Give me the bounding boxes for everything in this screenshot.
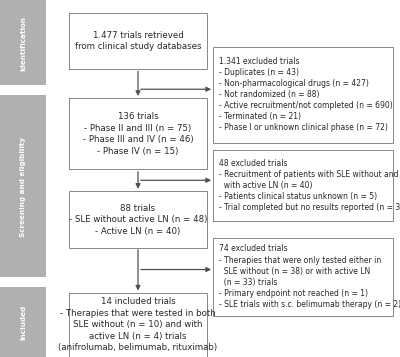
Bar	[0, 287, 46, 357]
FancyBboxPatch shape	[69, 99, 207, 170]
Bar	[0, 0, 46, 87]
Text: Identification: Identification	[20, 16, 26, 71]
Text: 14 included trials
- Therapies that were tested in both
SLE without (n = 10) and: 14 included trials - Therapies that were…	[58, 297, 218, 352]
Text: 136 trials
- Phase II and III (n = 75)
- Phase III and IV (n = 46)
- Phase IV (n: 136 trials - Phase II and III (n = 75) -…	[83, 112, 193, 156]
Text: 1.477 trials retrieved
from clinical study databases: 1.477 trials retrieved from clinical stu…	[75, 31, 201, 51]
Text: 48 excluded trials
- Recruitment of patients with SLE without and
  with active : 48 excluded trials - Recruitment of pati…	[219, 159, 400, 212]
FancyBboxPatch shape	[213, 46, 393, 142]
Text: Screening and eligibility: Screening and eligibility	[20, 137, 26, 237]
Text: 1.341 excluded trials
- Duplicates (n = 43)
- Non-pharmacological drugs (n = 427: 1.341 excluded trials - Duplicates (n = …	[219, 57, 392, 132]
FancyBboxPatch shape	[213, 238, 393, 316]
Bar	[0, 85, 46, 90]
Text: 74 excluded trials
- Therapies that were only tested either in
  SLE without (n : 74 excluded trials - Therapies that were…	[219, 245, 400, 309]
FancyBboxPatch shape	[69, 12, 207, 69]
Text: Included: Included	[20, 305, 26, 340]
FancyBboxPatch shape	[69, 191, 207, 248]
Bar	[0, 277, 46, 283]
FancyBboxPatch shape	[69, 293, 207, 357]
Text: 88 trials
- SLE without active LN (n = 48)
- Active LN (n = 40): 88 trials - SLE without active LN (n = 4…	[69, 203, 207, 236]
FancyBboxPatch shape	[213, 150, 393, 221]
Bar	[0, 95, 46, 280]
